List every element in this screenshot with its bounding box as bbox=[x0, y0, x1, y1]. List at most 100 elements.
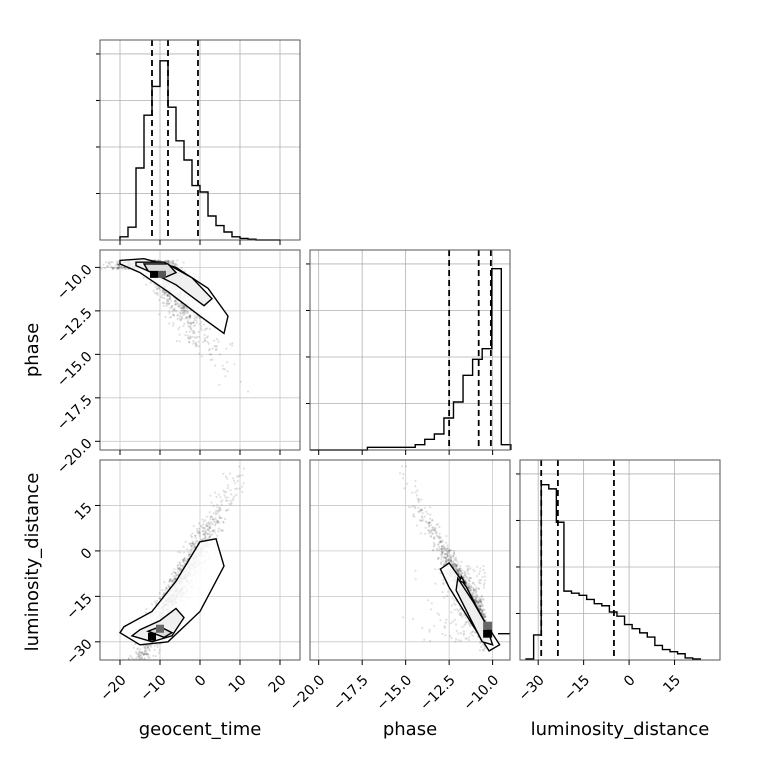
sample-point bbox=[178, 303, 181, 306]
sample-point bbox=[440, 547, 443, 551]
sample-point bbox=[457, 632, 460, 635]
sample-point bbox=[443, 553, 446, 556]
contour bbox=[119, 537, 225, 646]
sample-point bbox=[172, 309, 175, 312]
sample-point bbox=[165, 587, 168, 590]
sample-point bbox=[449, 557, 453, 560]
sample-point bbox=[138, 663, 140, 665]
sample-point bbox=[468, 622, 471, 625]
sample-point bbox=[197, 330, 200, 334]
sample-point bbox=[120, 694, 122, 696]
sample-point bbox=[167, 302, 170, 305]
sample-point bbox=[168, 322, 171, 325]
sample-point bbox=[475, 599, 478, 602]
sample-point bbox=[116, 267, 119, 270]
sample-point bbox=[192, 321, 195, 324]
sample-point bbox=[139, 657, 142, 660]
sample-point bbox=[469, 589, 472, 592]
sample-point bbox=[138, 666, 140, 668]
sample-point bbox=[178, 561, 181, 564]
sample-point bbox=[423, 532, 426, 535]
sample-point bbox=[195, 321, 198, 324]
sample-point bbox=[201, 518, 204, 521]
sample-point bbox=[158, 592, 161, 595]
sample-point bbox=[452, 552, 455, 555]
sample-point bbox=[405, 465, 408, 468]
sample-point bbox=[181, 303, 184, 306]
sample-point bbox=[208, 530, 211, 534]
sample-point bbox=[157, 651, 160, 654]
sample-point bbox=[178, 333, 181, 336]
x-tick-label: 15 bbox=[660, 672, 684, 696]
sample-point bbox=[481, 611, 484, 614]
sample-point bbox=[206, 327, 209, 330]
sample-point bbox=[450, 555, 453, 558]
sample-point bbox=[180, 304, 183, 307]
sample-point bbox=[482, 597, 485, 600]
sample-point bbox=[467, 639, 471, 642]
sample-point bbox=[127, 669, 129, 671]
sample-point bbox=[194, 540, 197, 543]
xlabel-phase: phase bbox=[383, 719, 437, 740]
sample-point bbox=[476, 565, 479, 568]
sample-point bbox=[182, 559, 185, 562]
sample-point bbox=[179, 551, 182, 554]
sample-point bbox=[92, 729, 94, 731]
sample-point bbox=[475, 596, 478, 600]
sample-point bbox=[190, 544, 193, 547]
sample-point bbox=[229, 343, 232, 346]
sample-point bbox=[192, 524, 195, 527]
sample-point bbox=[479, 640, 482, 644]
sample-point bbox=[431, 549, 434, 552]
y-tick-label: −15 bbox=[63, 591, 95, 623]
sample-point bbox=[141, 661, 143, 663]
sample-point bbox=[221, 529, 224, 532]
sample-point bbox=[165, 303, 168, 306]
sample-point bbox=[222, 521, 225, 524]
sample-point bbox=[188, 553, 191, 557]
sample-point bbox=[177, 305, 180, 308]
sample-point bbox=[445, 548, 448, 551]
y-tick-label: −12.5 bbox=[54, 305, 96, 347]
sample-point bbox=[180, 307, 183, 310]
sample-point bbox=[167, 299, 170, 303]
sample-point bbox=[441, 552, 444, 556]
sample-point bbox=[116, 263, 119, 267]
sample-point bbox=[117, 266, 120, 269]
sample-point bbox=[448, 559, 451, 562]
sample-point bbox=[222, 367, 225, 371]
sample-point bbox=[192, 342, 195, 345]
sample-point bbox=[185, 330, 188, 333]
sample-point bbox=[171, 261, 174, 265]
sample-point bbox=[433, 624, 436, 627]
sample-point bbox=[431, 519, 434, 522]
sample-point bbox=[143, 649, 147, 652]
sample-point bbox=[220, 516, 223, 520]
sample-point bbox=[414, 578, 417, 581]
sample-point bbox=[187, 336, 190, 339]
sample-point bbox=[218, 515, 221, 518]
sample-point bbox=[230, 501, 233, 504]
sample-point bbox=[476, 600, 479, 603]
sample-point bbox=[171, 310, 174, 313]
sample-point bbox=[238, 487, 241, 490]
sample-point bbox=[153, 644, 156, 647]
sample-point bbox=[193, 546, 196, 549]
sample-point bbox=[233, 495, 236, 498]
sample-point bbox=[120, 267, 123, 270]
sample-point bbox=[441, 539, 444, 542]
sample-point bbox=[193, 534, 197, 537]
sample-point bbox=[172, 308, 175, 311]
panel-frame bbox=[309, 459, 511, 661]
sample-point bbox=[440, 545, 444, 548]
sample-point bbox=[118, 265, 121, 268]
sample-point bbox=[169, 578, 172, 581]
sample-point bbox=[210, 515, 213, 518]
sample-point bbox=[191, 542, 194, 545]
sample-point bbox=[156, 287, 159, 290]
sample-point bbox=[181, 564, 184, 568]
sample-point bbox=[457, 570, 460, 573]
density-peak bbox=[483, 629, 493, 638]
sample-point bbox=[479, 604, 482, 608]
sample-point bbox=[190, 335, 193, 338]
